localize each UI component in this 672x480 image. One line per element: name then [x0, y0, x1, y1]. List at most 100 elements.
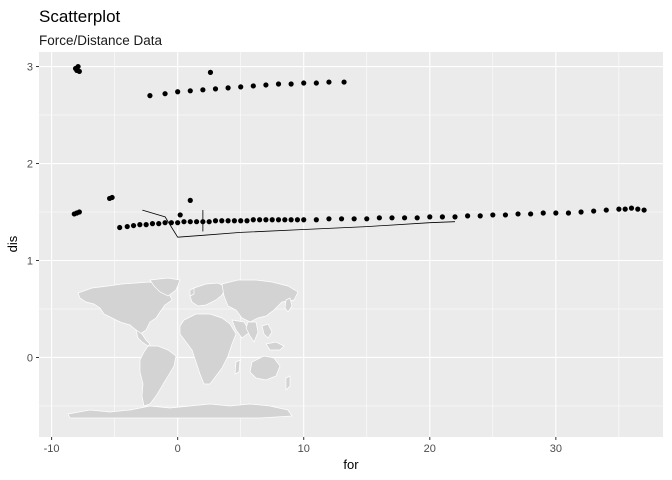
- x-axis-title: for: [343, 457, 359, 472]
- data-point: [72, 65, 79, 72]
- data-point: [143, 222, 149, 228]
- data-point: [257, 217, 263, 223]
- data-point: [465, 213, 471, 219]
- data-point: [288, 217, 294, 223]
- data-point: [124, 223, 130, 230]
- data-point: [162, 220, 168, 226]
- data-point: [452, 214, 458, 220]
- data-point: [502, 212, 509, 218]
- data-point: [553, 210, 559, 216]
- data-point: [591, 208, 597, 214]
- data-points: [71, 63, 647, 231]
- y-tick-label: 1: [27, 256, 33, 268]
- data-point: [177, 212, 183, 218]
- data-point: [250, 83, 256, 89]
- x-tick-label: 20: [424, 443, 436, 455]
- data-point: [490, 212, 496, 218]
- data-point: [219, 218, 225, 224]
- data-point: [275, 81, 282, 87]
- x-tick-label: 0: [175, 443, 181, 455]
- data-point: [288, 81, 294, 87]
- data-point: [175, 89, 181, 95]
- data-point: [231, 218, 237, 224]
- data-point: [130, 222, 137, 229]
- data-point: [635, 206, 641, 212]
- data-point: [238, 84, 244, 90]
- data-point: [389, 215, 395, 221]
- data-point: [313, 80, 319, 86]
- data-point: [616, 206, 622, 212]
- y-tick-label: 3: [27, 62, 33, 74]
- data-point: [193, 219, 200, 225]
- data-point: [326, 216, 332, 222]
- y-tick-label: 0: [27, 352, 33, 364]
- data-point: [212, 86, 219, 92]
- data-point: [628, 205, 635, 211]
- y-axis: 0 1 2 3: [27, 62, 39, 364]
- data-point: [156, 221, 162, 227]
- data-point: [578, 209, 584, 215]
- y-tick-label: 2: [27, 159, 33, 171]
- x-tick-label: 10: [298, 443, 310, 455]
- data-point: [401, 215, 408, 221]
- data-point: [149, 221, 156, 227]
- data-point: [117, 224, 123, 231]
- data-point: [250, 217, 256, 223]
- y-axis-title: dis: [5, 235, 20, 252]
- data-point: [313, 217, 319, 223]
- data-point: [301, 217, 307, 223]
- data-point: [187, 197, 193, 203]
- data-point: [603, 207, 609, 213]
- data-point: [200, 219, 206, 225]
- data-point: [187, 219, 193, 225]
- data-point: [137, 222, 143, 228]
- x-axis: -10 0 10 20 30: [44, 437, 562, 455]
- data-point: [414, 215, 420, 221]
- data-point: [351, 216, 357, 222]
- data-point: [269, 217, 275, 223]
- data-point: [263, 217, 269, 223]
- data-point: [238, 218, 244, 224]
- data-point: [641, 207, 647, 213]
- data-point: [294, 217, 301, 223]
- data-point: [301, 80, 307, 86]
- data-point: [275, 217, 282, 223]
- data-point: [244, 218, 250, 224]
- chart-subtitle: Force/Distance Data: [39, 33, 163, 48]
- data-point: [187, 88, 193, 94]
- data-point: [162, 91, 168, 97]
- data-point: [200, 87, 206, 93]
- world-map-overlay: [67, 277, 299, 419]
- data-point: [225, 85, 231, 91]
- data-point: [326, 79, 332, 85]
- data-point: [181, 219, 187, 225]
- data-point: [528, 211, 534, 217]
- data-point: [477, 213, 483, 219]
- data-point: [341, 79, 347, 85]
- data-point: [439, 214, 445, 220]
- data-point: [338, 216, 345, 222]
- data-point: [364, 216, 370, 222]
- data-point: [71, 211, 77, 217]
- x-tick-label: 30: [550, 443, 562, 455]
- data-point: [540, 210, 546, 216]
- data-point: [263, 82, 269, 88]
- data-point: [207, 69, 214, 75]
- data-point: [376, 215, 382, 221]
- data-point: [147, 93, 153, 99]
- data-point: [225, 218, 231, 224]
- data-point: [168, 220, 174, 226]
- data-point: [282, 217, 288, 223]
- data-point: [565, 210, 572, 216]
- data-point: [175, 220, 181, 226]
- x-tick-label: -10: [44, 443, 60, 455]
- plot-panel: [39, 52, 663, 437]
- chart-title: Scatterplot: [39, 7, 121, 26]
- data-point: [76, 68, 82, 74]
- data-point: [622, 206, 628, 212]
- data-point: [109, 194, 115, 201]
- data-point: [515, 211, 521, 217]
- data-point: [76, 209, 82, 215]
- data-point: [427, 214, 433, 220]
